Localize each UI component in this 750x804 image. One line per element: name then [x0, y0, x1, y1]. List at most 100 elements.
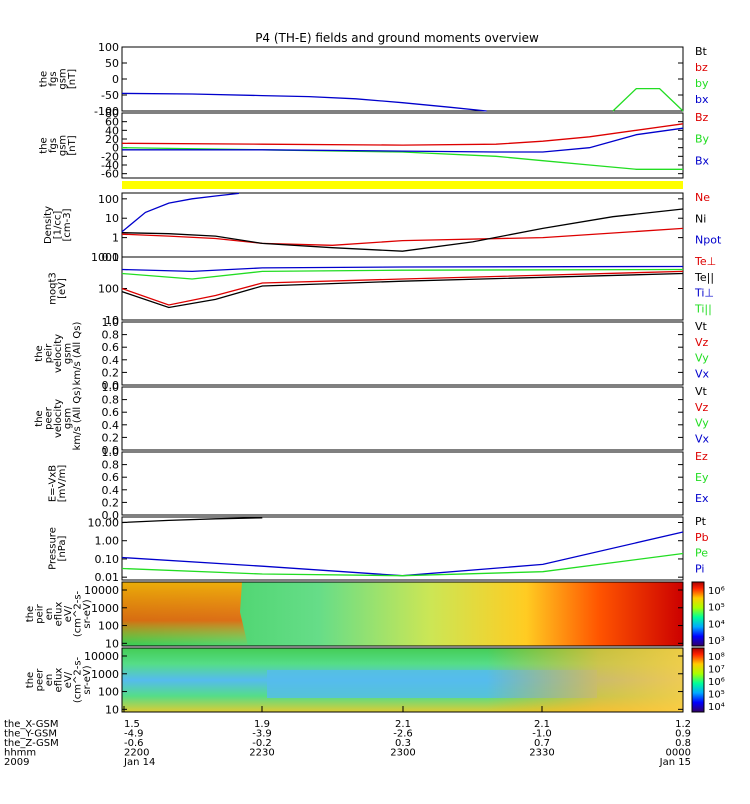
y-axis-label: gsm: [63, 408, 74, 429]
panel-frame: [121, 516, 684, 581]
panel-pressure: 10.00 1.00 0.10 0.01 Pressure[nPa] Pt Pb Pe Pi: [48, 515, 709, 584]
series-Pe: [121, 552, 684, 577]
y-tick-label: 0.2: [102, 431, 120, 444]
y-axis-label: eV/: [63, 605, 74, 622]
y-tick-label: 1.0: [102, 316, 120, 329]
colorbar-label: 10³: [708, 636, 725, 647]
panel-frame: [121, 112, 684, 179]
y-tick-label: -60: [101, 168, 119, 181]
legend-Pb: Pb: [695, 531, 709, 544]
y-tick-label: 0.8: [102, 394, 120, 407]
y-axis-label: [nPa]: [57, 535, 68, 561]
footer-value: 2200: [124, 748, 149, 759]
y-tick-label: 1.0: [102, 381, 120, 394]
y-tick-label: -20: [101, 150, 119, 163]
footer-value: -0.2: [252, 738, 272, 749]
y-axis-label: the: [25, 672, 36, 688]
legend-Bx: Bx: [695, 154, 710, 167]
footer-row-label: the_Y-GSM: [4, 729, 57, 740]
panel-frame: [121, 321, 684, 386]
footer-row-label: 2009: [4, 757, 29, 768]
series-Bx: [122, 127, 684, 153]
footer-value: 2.1: [395, 719, 411, 730]
spectrogram-hot-region: [122, 582, 248, 646]
footer-value: 1.2: [675, 719, 691, 730]
y-tick-label: 50: [105, 57, 119, 70]
y-axis-label: E=-VxB: [48, 465, 59, 502]
y-axis-label: gsm: [63, 343, 74, 364]
panel-peir-spectrogram: 10000 1000 100 10 thepeirenefluxeV/(cm^2-s-s…: [25, 581, 725, 650]
y-tick-label: 1000: [91, 251, 119, 264]
footer-value: 2.1: [534, 719, 550, 730]
footer-value: Jan 15: [659, 757, 691, 768]
panel-peer-spectrogram: 10000 1000 100 10 thepeerenefluxeV/(cm^2-s-s…: [25, 647, 725, 716]
y-tick-label: 10: [105, 212, 119, 225]
flag-bar: [122, 181, 683, 189]
footer-value: 0.3: [395, 738, 411, 749]
y-axis-label: en: [44, 674, 55, 687]
y-axis-label: peir: [44, 343, 55, 363]
y-axis-label: Density: [43, 206, 54, 244]
y-axis-label: [mV/m]: [57, 465, 68, 503]
y-axis-label: [cm-3]: [62, 208, 73, 241]
y-tick-label: 0.2: [102, 496, 120, 509]
y-tick-label: 100: [98, 283, 119, 296]
y-axis-label: fgs: [48, 71, 59, 86]
legend-Ne: Ne: [695, 191, 710, 204]
panel-frame: [121, 581, 684, 647]
legend-Vy: Vy: [695, 352, 709, 365]
footer-value: 0000: [666, 748, 691, 759]
legend-Vz: Vz: [695, 336, 709, 349]
y-tick-label: 0.8: [102, 459, 120, 472]
y-tick-label: 100: [98, 686, 119, 699]
footer-row-label: the_Z-GSM: [4, 738, 59, 749]
y-tick-label: 1000: [91, 602, 119, 615]
y-tick-label: 10: [105, 703, 119, 716]
footer-row-label: the_X-GSM: [4, 719, 58, 730]
y-axis-label: [nT]: [67, 135, 78, 155]
panel-frame: [121, 192, 684, 258]
y-tick-label: 0.0: [102, 444, 120, 457]
footer-value: 0.9: [675, 729, 691, 740]
y-axis-label: velocity: [53, 399, 64, 438]
y-tick-label: -40: [101, 159, 119, 172]
y-tick-label: 40: [105, 124, 119, 137]
y-axis-label: moqt3: [48, 272, 59, 305]
footer-value: 0.8: [675, 738, 691, 749]
y-axis-label: the: [34, 410, 45, 426]
y-tick-label: 0.1: [102, 251, 120, 264]
series-Bz: [121, 123, 684, 146]
series-Ti||: [121, 268, 684, 280]
y-axis-label: the: [25, 606, 36, 622]
y-tick-label: 0.2: [102, 366, 120, 379]
y-tick-label: 0.8: [102, 329, 120, 342]
y-tick-label: 1000: [91, 668, 119, 681]
footer-value: Jan 14: [123, 757, 155, 768]
legend-Ni: Ni: [695, 212, 706, 225]
footer-value: 1.5: [124, 719, 140, 730]
legend-Ti⊥: Ti⊥: [694, 287, 714, 300]
footer-value: -4.9: [124, 729, 144, 740]
legend-Bt: Bt: [695, 45, 708, 58]
y-tick-label: 100: [98, 41, 119, 54]
legend-Ey: Ey: [695, 471, 709, 484]
y-tick-label: 1: [112, 232, 119, 245]
y-axis-label: peir: [35, 603, 46, 623]
y-tick-label: 0: [112, 142, 119, 155]
footer-row-label: hhmm: [4, 748, 36, 759]
y-tick-label: 1.00: [95, 535, 120, 548]
series-Te||: [121, 272, 684, 309]
legend-bz: bz: [695, 61, 708, 74]
legend-Te⊥: Te⊥: [694, 255, 716, 268]
spectrogram-warm-region: [122, 648, 683, 712]
legend-Vx: Vx: [695, 367, 710, 380]
colorbar: [691, 581, 705, 647]
y-tick-label: 0.4: [102, 484, 120, 497]
panel-density: 100 10 1 0.1 Density[1/cc][cm-3] Ne Ni Npot: [43, 191, 722, 264]
y-axis-label: sr-eV): [82, 599, 93, 628]
y-axis-label: eflux: [54, 668, 65, 693]
